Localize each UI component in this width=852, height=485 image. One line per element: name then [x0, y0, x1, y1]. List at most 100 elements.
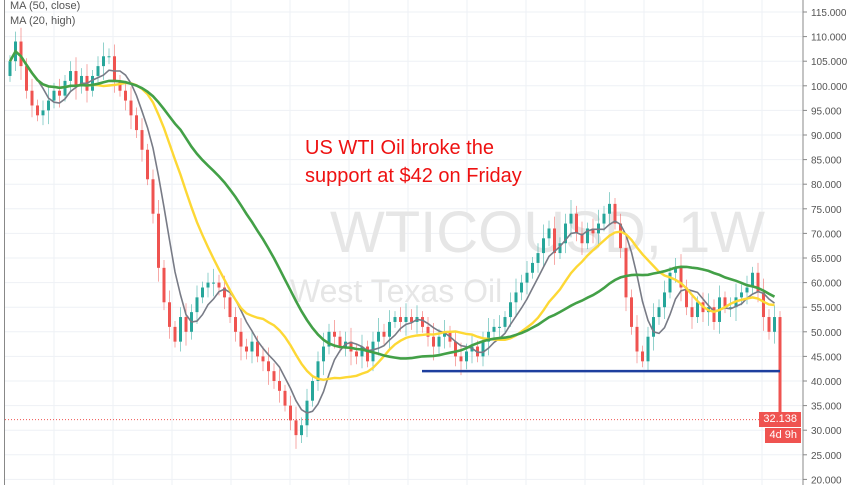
candle-body	[333, 331, 336, 337]
candle-body	[300, 425, 303, 436]
candle-body	[382, 331, 386, 337]
annotation-line-1: US WTI Oil broke the	[305, 137, 494, 159]
candle-body	[635, 326, 639, 352]
candle-body	[657, 307, 661, 318]
y-tick-label: 70.000	[811, 229, 842, 240]
candle-body	[278, 381, 281, 391]
countdown-tag: 4d 9h	[765, 427, 801, 443]
candle-body	[613, 203, 617, 224]
candle-body	[69, 71, 72, 81]
candle-body	[602, 213, 606, 224]
candle-body	[113, 56, 116, 81]
candle-body	[25, 66, 28, 91]
candle-body	[586, 228, 589, 244]
candle-body	[575, 213, 578, 234]
candle-body	[432, 336, 435, 347]
candle-body	[173, 326, 177, 342]
annotation-line-2: support at $42 on Friday	[305, 165, 522, 187]
ma-short-line	[9, 50, 775, 414]
candle-body	[360, 346, 364, 357]
candle-body	[564, 223, 567, 244]
price-axis[interactable]: 115.000 110.000 105.000 100.000 95.000 90.000…	[803, 8, 848, 485]
candle-body	[179, 317, 182, 342]
candle-body	[355, 351, 358, 357]
y-tick-label: 80.000	[811, 180, 842, 191]
candle-body	[558, 243, 562, 254]
candle-body	[481, 341, 485, 357]
candle-body	[426, 326, 430, 337]
candle-body	[107, 56, 111, 58]
candle-body	[80, 75, 83, 86]
legend-ma-20[interactable]: MA (20, high)	[10, 15, 76, 27]
candle-body	[146, 149, 149, 180]
y-tick-label: 20.000	[811, 475, 842, 485]
candle-body	[102, 56, 105, 67]
candle-body	[729, 307, 732, 309]
y-tick-label: 40.000	[811, 377, 842, 388]
candle-body	[679, 267, 683, 288]
candle-body	[624, 248, 628, 298]
candle-body	[762, 292, 765, 318]
candle-body	[195, 297, 199, 313]
candle-body	[619, 223, 622, 249]
candle-body	[289, 405, 292, 421]
candle-body	[256, 341, 259, 357]
candle-body	[410, 317, 413, 322]
candle-body	[96, 66, 100, 76]
candle-body	[443, 331, 446, 337]
candle-body	[492, 326, 496, 332]
candle-body	[311, 381, 314, 401]
y-tick-label: 35.000	[811, 402, 842, 413]
candle-body	[162, 267, 166, 303]
candle-body	[668, 272, 672, 293]
candle-body	[580, 233, 584, 244]
y-tick-label: 50.000	[811, 328, 842, 339]
candle-body	[36, 105, 39, 116]
candle-body	[525, 272, 529, 283]
candle-body	[767, 317, 771, 332]
candle-body	[58, 90, 61, 96]
y-tick-label: 95.000	[811, 106, 842, 117]
candle-body	[19, 41, 23, 67]
candle-body	[663, 292, 666, 308]
candle-body	[327, 331, 331, 347]
candle-body	[487, 331, 490, 342]
candle-body	[569, 213, 573, 224]
candle-body	[124, 90, 127, 101]
candle-body	[223, 287, 226, 298]
candle-body	[388, 321, 391, 337]
candle-body	[267, 361, 270, 372]
candle-body	[652, 317, 655, 337]
candle-body	[245, 346, 248, 352]
candle-body	[184, 317, 188, 332]
grid-lines	[5, 0, 803, 485]
candle-body	[47, 100, 50, 111]
y-tick-label: 100.000	[811, 82, 848, 93]
candle-body	[685, 287, 688, 308]
last-price-tag: 32.138	[759, 411, 801, 427]
candle-body	[206, 282, 210, 288]
y-tick-label: 105.000	[811, 57, 848, 68]
candle-body	[151, 179, 155, 214]
candle-body	[201, 287, 204, 298]
candle-body	[778, 317, 782, 420]
candle-body	[228, 297, 232, 318]
candle-body	[129, 100, 133, 116]
legend-ma-50[interactable]: MA (50, close)	[10, 0, 81, 12]
candle-body	[157, 213, 160, 268]
candle-body	[118, 80, 122, 91]
candle-body	[41, 110, 45, 116]
y-tick-label: 55.000	[811, 303, 842, 314]
candle-body	[520, 282, 523, 293]
candle-body	[366, 346, 369, 362]
moving-averages	[8, 49, 776, 414]
y-tick-label: 30.000	[811, 426, 842, 437]
candle-body	[756, 272, 760, 293]
candle-body	[542, 238, 545, 254]
candle-body	[514, 292, 518, 303]
candle-body	[608, 203, 611, 214]
candle-body	[91, 75, 94, 91]
y-tick-label: 90.000	[811, 131, 842, 142]
candle-body	[503, 317, 507, 327]
